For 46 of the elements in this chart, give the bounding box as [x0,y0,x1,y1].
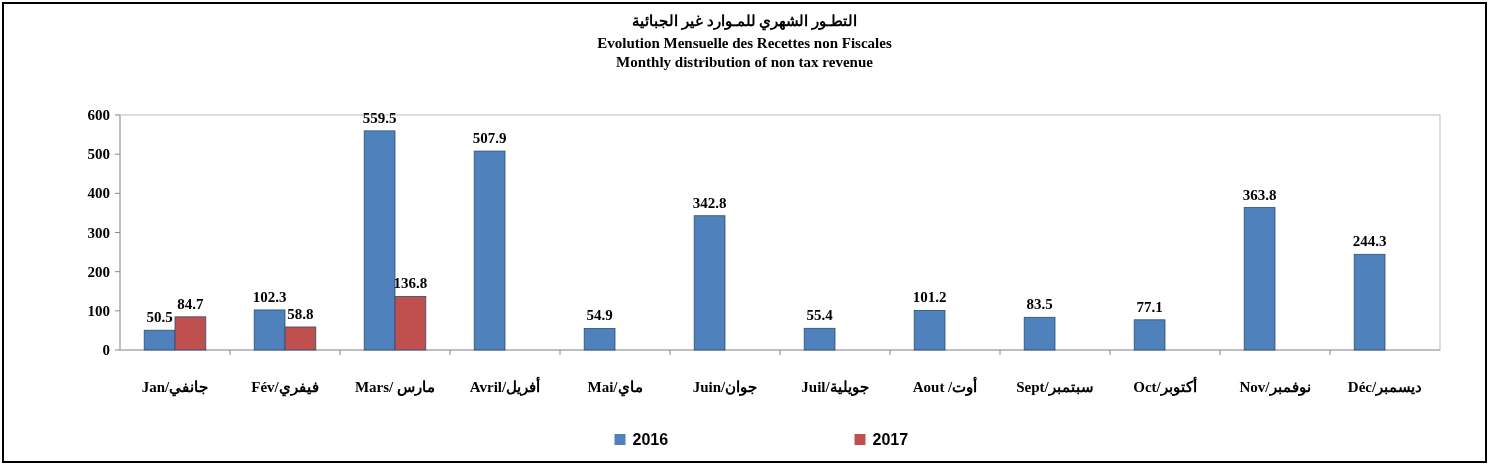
legend-label: 2017 [872,431,909,448]
x-tick-label: Déc/ديسمبر [1347,379,1423,396]
x-tick-label: Jan/جانفي [141,379,209,397]
x-tick-label: Mai/ماي [587,379,643,397]
x-tick-label: Nov/نوفمبر [1239,379,1311,396]
data-label: 84.7 [177,295,205,312]
bar [1353,253,1386,351]
y-tick-label: 0 [102,342,110,358]
x-tick-label: Oct/أكتوبر [1133,376,1197,396]
x-tick-label: Fév/فيفري [251,379,319,397]
data-label: 77.1 [1136,298,1163,315]
x-tick-label: Sept/سبتمبر [1016,379,1094,396]
bar [803,327,836,351]
data-label: 50.5 [146,309,173,326]
y-tick-label: 400 [87,185,110,202]
data-label: 58.8 [287,305,314,322]
chart-subtitle: Evolution Mensuelle des Recettes non Fiscales Monthly distribution of non tax revenue [597,35,892,70]
data-label: 83.5 [1026,296,1053,313]
data-label: 54.9 [586,307,613,324]
y-tick-label: 500 [87,146,110,163]
data-label: 559.5 [362,109,397,126]
y-tick-label: 200 [87,263,110,280]
data-label: 363.8 [1242,186,1277,203]
data-label: 102.3 [252,288,287,305]
x-tick-label: Aout /أوت [912,376,978,396]
bar [473,150,506,351]
bar [1023,316,1056,351]
x-tick-label: Juil/جويلية [801,379,869,396]
y-tick-label: 600 [87,107,110,123]
x-tick-label: Juin/جوان [692,379,758,396]
x-tick-label: Avril/أفريل [469,376,541,396]
chart-title: التطـور الشهري للمـوارد غير الجبائية [632,13,857,31]
bar [583,328,616,351]
data-label: 244.3 [1352,233,1387,250]
bar [1243,207,1276,351]
x-tick-label: Mars/ مارس [354,379,436,396]
bar [693,215,726,351]
data-label: 507.9 [472,130,507,147]
bar [1133,319,1166,351]
data-label: 342.8 [692,194,727,211]
bar [913,309,946,351]
legend-label: 2016 [632,431,669,448]
data-label: 55.4 [806,307,834,324]
y-tick-label: 100 [87,302,110,319]
y-tick-label: 300 [87,224,110,241]
data-label: 101.2 [912,289,947,306]
